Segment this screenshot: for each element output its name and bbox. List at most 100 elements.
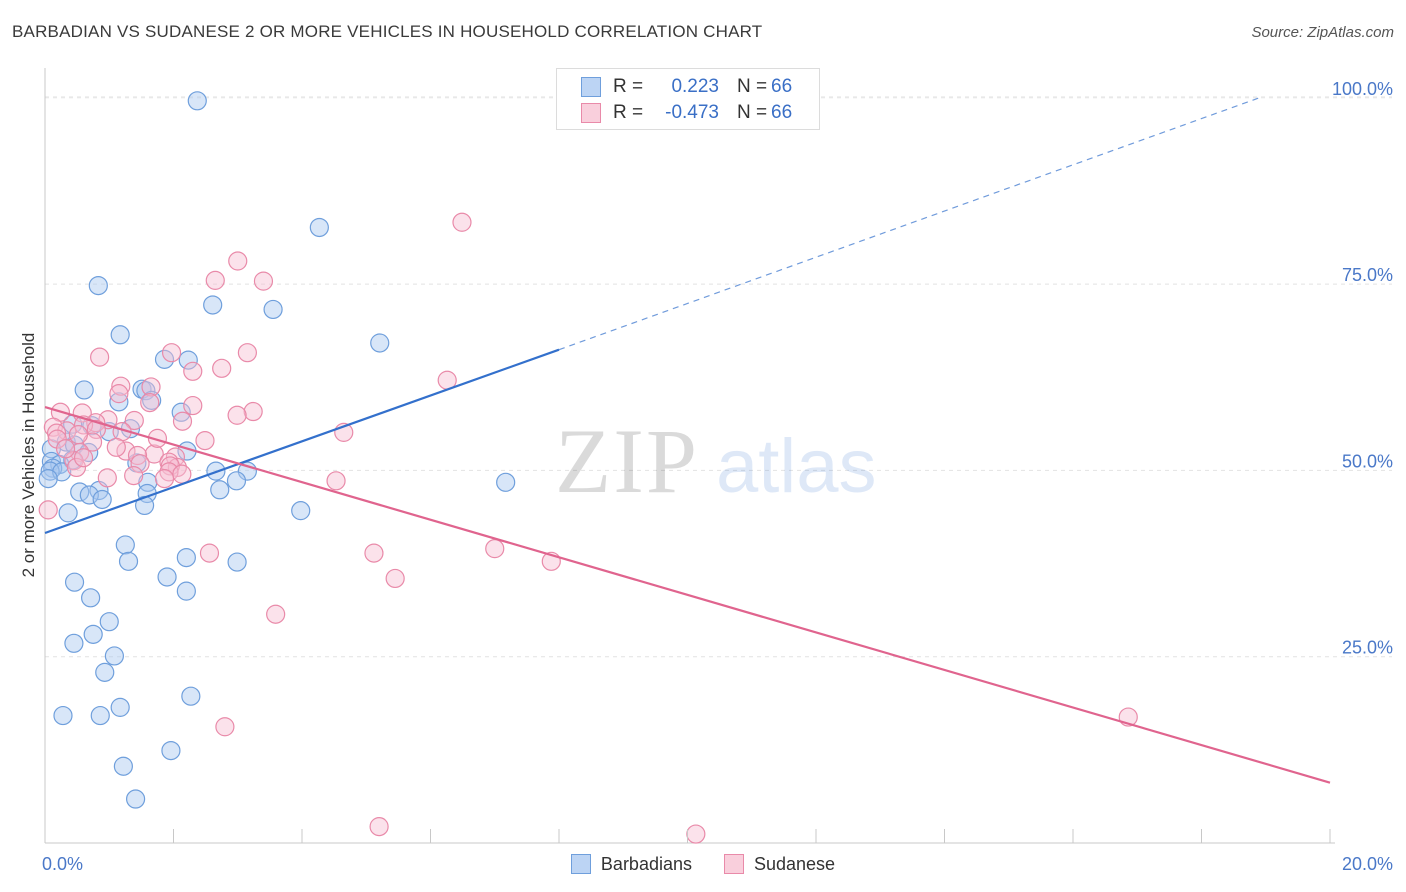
barbadians-point [125,789,146,809]
legend-row-barbadians: R = 0.223 N = 66 [581,74,792,100]
trend-line-barbadians [44,348,560,535]
sudanese-point [97,468,117,488]
barbadians-point [64,572,85,592]
barbadians-point [187,91,207,111]
watermark: ZIP atlas [555,410,877,512]
barbadians-point [92,489,112,510]
trend-layer [44,97,1331,784]
sudanese-point [183,395,203,416]
barbadians-point [99,612,119,632]
sudanese-point [55,439,76,459]
legend-n-value: 66 [771,102,793,123]
sudanese-point [253,271,274,291]
legend-n-label: N = [737,102,768,123]
barbadians-point [58,503,78,523]
legend-correlation: R = 0.223 N = 66 R = -0.473 N = 66 [556,68,820,130]
sudanese-point [237,343,257,363]
barbadians-point [110,697,130,717]
barbadians-point [309,217,329,238]
barbadians-point [226,471,247,491]
sudanese-point [172,464,192,484]
sudanese-point [183,361,203,381]
sudanese-point [195,430,215,451]
chart-source: Source: ZipAtlas.com [1251,24,1394,41]
barbadians-point [113,756,133,776]
legend-n-value: 66 [771,76,793,97]
legend-series: Barbadians Sudanese [0,850,1406,878]
sudanese-point [46,423,67,443]
barbadians-point [291,501,311,521]
barbadians-point [110,325,130,345]
sudanese-point [66,457,87,478]
sudanese-point [161,343,182,363]
sudanese-point [385,568,405,589]
legend-r-value: 0.223 [671,76,719,97]
sudanese-point [144,444,164,464]
y-tick-label: 100.0% [1332,79,1393,99]
sudanese-point [73,448,94,468]
sudanese-point [141,377,161,397]
legend-item-sudanese[interactable]: Sudanese [724,854,835,875]
barbadians-point [64,633,84,653]
barbadians-point [74,380,94,400]
barbadians-point [118,551,139,571]
legend-swatch-sudanese [724,854,744,874]
barbadians-point [210,480,230,500]
sudanese-point [266,604,286,624]
legend-swatch-sudanese [581,103,601,123]
barbadians-point [109,392,129,412]
y-tick-label: 75.0% [1342,265,1393,285]
legend-row-sudanese: R = -0.473 N = 66 [581,100,792,126]
y-tick-label: 25.0% [1342,638,1393,658]
trend-line-sudanese [44,406,1331,784]
series-sudanese [38,212,1138,844]
legend-r-value: -0.473 [665,102,719,123]
chart-title: BARBADIAN VS SUDANESE 2 OR MORE VEHICLES… [12,22,763,41]
sudanese-point [227,405,247,425]
sudanese-point [124,410,144,431]
x-tick-label: 0.0% [42,854,83,874]
barbadians-point [157,567,177,587]
barbadians-point [136,381,156,401]
legend-label-sudanese: Sudanese [754,853,836,874]
barbadians-point [154,349,175,369]
barbadians-point [53,705,73,726]
legend-label-barbadians: Barbadians [600,853,692,874]
y-tick-label: 50.0% [1342,451,1393,471]
series-barbadians [38,91,516,809]
barbadians-point [370,333,390,353]
barbadians-point [176,581,196,601]
barbadians-point [115,535,135,555]
sudanese-point [90,347,110,367]
sudanese-point [686,824,706,844]
sudanese-point [140,392,160,413]
sudanese-point [205,270,225,290]
sudanese-point [215,717,235,737]
legend-item-barbadians[interactable]: Barbadians [570,853,692,875]
barbadians-point [161,740,181,761]
sudanese-point [124,466,144,486]
sudanese-point [111,376,131,396]
legend-r-label: R = [613,102,644,123]
barbadians-point [88,275,108,296]
sudanese-point [212,358,232,378]
barbadians-point [104,646,124,666]
barbadians-point [38,469,58,489]
x-tick-label: 20.0% [1342,854,1393,874]
sudanese-point [228,251,248,271]
sudanese-point [130,454,150,474]
barbadians-point [227,552,247,572]
barbadians-point [178,350,198,370]
sudanese-point [326,471,346,491]
sudanese-point [364,543,384,563]
sudanese-point [243,401,263,422]
sudanese-point [154,469,175,489]
watermark-atlas: atlas [716,424,877,509]
sudanese-point [47,429,67,449]
legend-swatch-barbadians [570,854,591,874]
trend-line-barbadians-extension [558,97,1260,351]
sudanese-point [38,500,58,520]
sudanese-point [485,539,505,559]
sudanese-point [86,419,107,440]
